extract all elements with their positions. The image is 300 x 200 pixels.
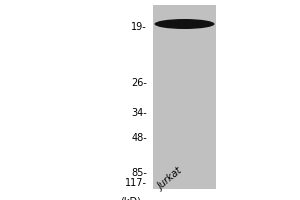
Text: 85-: 85- <box>131 168 147 178</box>
Text: 117-: 117- <box>125 178 147 188</box>
Ellipse shape <box>154 19 214 29</box>
Text: (kD): (kD) <box>120 196 141 200</box>
Text: 34-: 34- <box>131 108 147 118</box>
Text: Jurkat: Jurkat <box>156 166 184 192</box>
Text: 26-: 26- <box>131 78 147 88</box>
Text: 48-: 48- <box>131 133 147 143</box>
Text: 19-: 19- <box>131 22 147 32</box>
Bar <box>153 5 216 189</box>
